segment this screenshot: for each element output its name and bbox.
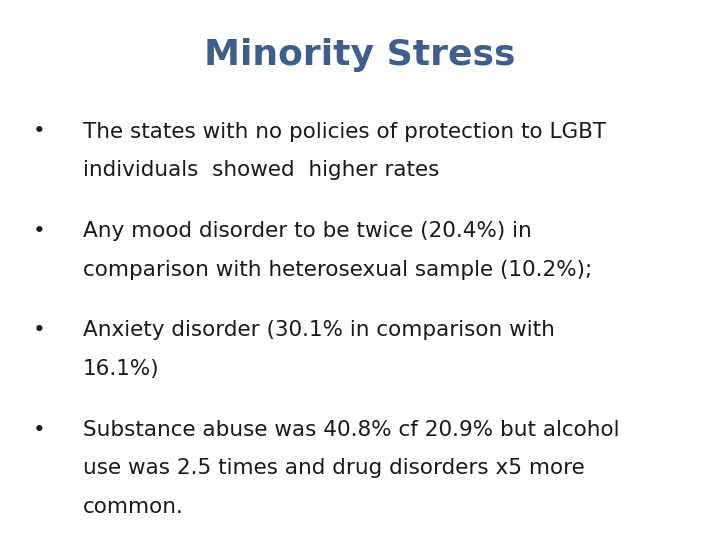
Text: 16.1%): 16.1%) (83, 359, 159, 379)
Text: •: • (33, 221, 46, 241)
Text: individuals  showed  higher rates: individuals showed higher rates (83, 160, 439, 180)
Text: Minority Stress: Minority Stress (204, 38, 516, 72)
Text: Any mood disorder to be twice (20.4%) in: Any mood disorder to be twice (20.4%) in (83, 221, 531, 241)
Text: The states with no policies of protection to LGBT: The states with no policies of protectio… (83, 122, 606, 141)
Text: common.: common. (83, 497, 184, 517)
Text: comparison with heterosexual sample (10.2%);: comparison with heterosexual sample (10.… (83, 260, 592, 280)
Text: use was 2.5 times and drug disorders x5 more: use was 2.5 times and drug disorders x5 … (83, 458, 585, 478)
Text: Substance abuse was 40.8% cf 20.9% but alcohol: Substance abuse was 40.8% cf 20.9% but a… (83, 420, 619, 440)
Text: •: • (33, 420, 46, 440)
Text: •: • (33, 122, 46, 141)
Text: •: • (33, 320, 46, 340)
Text: Anxiety disorder (30.1% in comparison with: Anxiety disorder (30.1% in comparison wi… (83, 320, 554, 340)
